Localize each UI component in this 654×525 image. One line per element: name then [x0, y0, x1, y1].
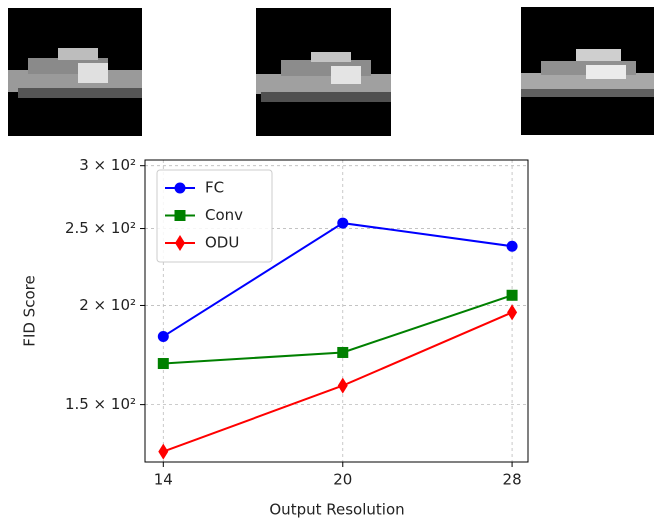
y-tick-label: 3 × 10²: [79, 156, 136, 174]
sample-image: [521, 7, 654, 135]
x-tick-label: 20: [333, 471, 352, 489]
y-tick-label: 1.5 × 10²: [65, 395, 136, 413]
x-tick-label: 14: [154, 471, 173, 489]
marker: [337, 377, 348, 394]
marker: [175, 235, 185, 251]
sample-image: [8, 8, 142, 136]
legend-label: Conv: [205, 206, 243, 224]
sample-image: [256, 8, 391, 136]
legend-box: [156, 169, 273, 263]
y-tick-label: 2.5 × 10²: [65, 219, 136, 237]
marker: [174, 210, 186, 221]
marker: [337, 346, 349, 358]
series-line: [162, 311, 513, 453]
marker: [157, 330, 169, 342]
marker: [507, 304, 518, 321]
x-axis-label: Output Resolution: [269, 501, 404, 519]
legend-label: ODU: [205, 234, 239, 252]
marker: [158, 443, 169, 460]
marker: [506, 240, 518, 252]
sample-images: [8, 7, 654, 136]
legend-label: FC: [205, 179, 224, 197]
marker: [157, 358, 169, 370]
plot-frame: [144, 159, 529, 463]
y-axis-label: FID Score: [21, 275, 39, 346]
marker: [174, 182, 186, 194]
x-tick-label: 28: [503, 471, 522, 489]
y-tick-label: 2 × 10²: [79, 296, 136, 314]
marker: [337, 217, 349, 229]
marker: [506, 289, 518, 301]
